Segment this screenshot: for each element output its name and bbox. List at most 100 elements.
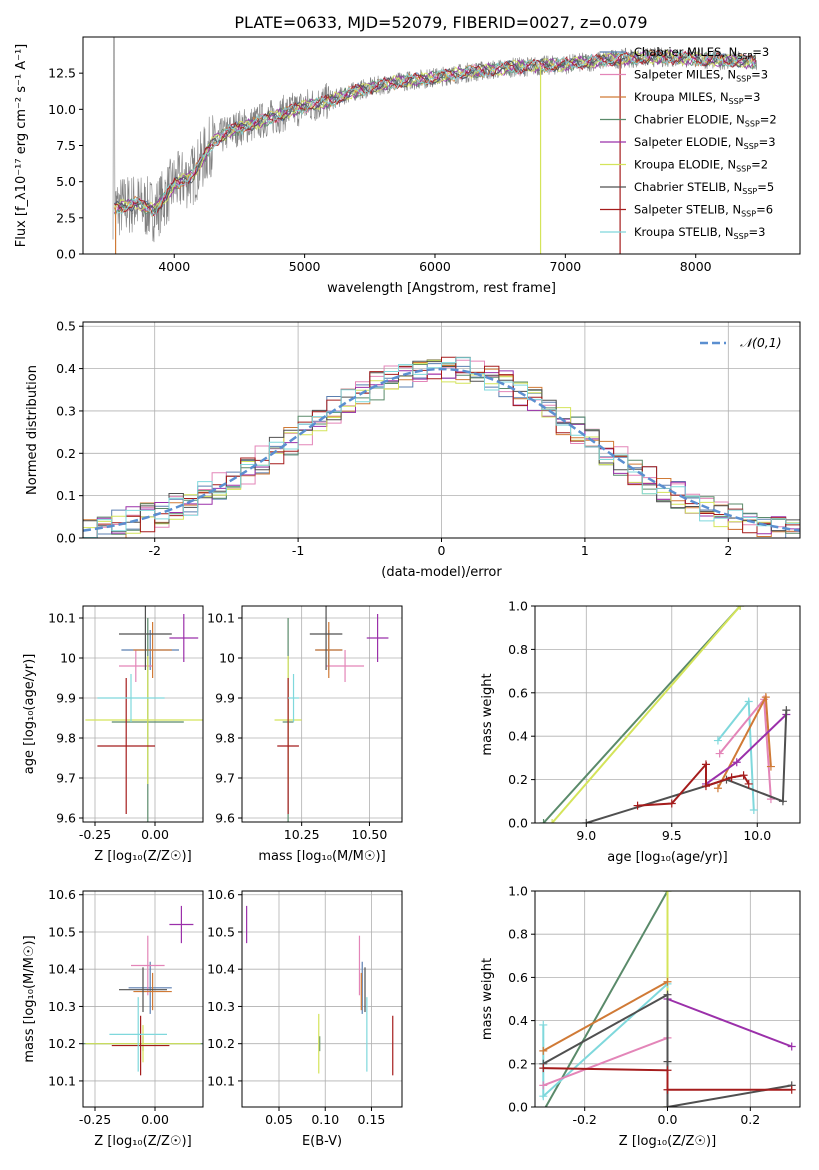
- weight-line: [705, 713, 787, 785]
- axes-frame: [82, 890, 204, 1108]
- y-tick-label: 10.0: [48, 102, 76, 117]
- legend-subscript: SSP: [736, 75, 751, 84]
- legend-value: =3: [749, 225, 766, 239]
- x-tick-label: -0.25: [79, 827, 111, 842]
- legend-label: Kroupa STELIB, NSSP=3: [634, 225, 765, 241]
- x-tick-label: 0.05: [265, 1112, 293, 1127]
- legend-subscript: SSP: [745, 120, 760, 129]
- x-tick-label: -2: [148, 543, 160, 558]
- model-spectrum: [113, 49, 757, 216]
- y-tick-label: 0.0: [56, 247, 76, 262]
- legend-label: Chabrier MILES, NSSP=3: [634, 45, 769, 61]
- y-tick-label: 9.6: [215, 811, 235, 826]
- x-axis-label: Z [log₁₀(Z/Z☉)]: [94, 1134, 191, 1149]
- weight-marker: [787, 1042, 796, 1051]
- x-tick-label: 9.0: [576, 828, 596, 843]
- weight-marker: [749, 805, 758, 814]
- legend-subscript: SSP: [729, 97, 744, 106]
- weight-marker: [582, 819, 591, 823]
- axes-frame: [82, 36, 801, 255]
- y-tick-label: 10.1: [207, 1073, 235, 1088]
- y-tick-label: 0.2: [508, 772, 528, 787]
- panel-mass-age: 10.25 10.50 9.6 9.7 9.8 9.9 10 10.1 mass [log₁₀(…: [207, 605, 403, 864]
- y-tick-label: 10.5: [207, 924, 235, 939]
- legend-value: =3: [744, 90, 761, 104]
- gaussian-reference: [83, 367, 800, 532]
- weight-line: [542, 606, 741, 823]
- y-tick-label: 10.6: [48, 887, 76, 902]
- legend-label: Chabrier STELIB, NSSP=5: [634, 180, 774, 196]
- panel-z-mass: -0.25 0.00 10.1 10.2 10.3 10.4 10.5 10.6 Z [log₁…: [22, 887, 204, 1149]
- y-tick-label: 0.0: [508, 1100, 528, 1115]
- legend-subscript: SSP: [736, 165, 751, 174]
- legend-value: =3: [752, 45, 769, 59]
- x-tick-label: 9.5: [662, 828, 682, 843]
- legend-label: Kroupa MILES, NSSP=3: [634, 90, 760, 106]
- y-tick-label: 9.9: [215, 691, 235, 706]
- weight-line: [717, 693, 772, 789]
- y-tick-label: 10.3: [207, 999, 235, 1014]
- x-tick-label: 0.2: [740, 1112, 760, 1127]
- weight-marker: [539, 1092, 548, 1101]
- plot-area: [539, 891, 796, 1107]
- legend-value: =2: [751, 158, 768, 172]
- x-axis-label: Z [log₁₀(Z/Z☉)]: [619, 1134, 716, 1149]
- weight-line: [542, 980, 668, 1052]
- figure-title: PLATE=0633, MJD=52079, FIBERID=0027, z=0…: [234, 13, 647, 32]
- legend-label: Salpeter STELIB, NSSP=6: [634, 203, 773, 219]
- weight-line: [667, 998, 793, 1048]
- y-tick-label: 2.5: [56, 210, 76, 225]
- axes-frame: [241, 890, 403, 1108]
- panel-z-weight: -0.2 0.0 0.2 0.0 0.2 0.4 0.6 0.8 1.0 Z [log₁₀(Z/Z…: [480, 884, 801, 1149]
- x-tick-label: -0.2: [572, 1112, 596, 1127]
- legend-value: =3: [759, 135, 776, 149]
- y-tick-label: 0.8: [508, 642, 528, 657]
- weight-line: [544, 891, 669, 1107]
- weight-marker: [778, 797, 787, 806]
- x-tick-label: 0.00: [141, 827, 169, 842]
- model-spectrum: [114, 49, 757, 217]
- x-tick-label: -0.25: [79, 1112, 111, 1127]
- weight-marker: [663, 1066, 672, 1075]
- axes-frame: [534, 890, 801, 1108]
- weight-marker: [782, 706, 791, 715]
- weight-marker: [727, 773, 736, 782]
- x-tick-label: 0.10: [311, 1112, 339, 1127]
- axes-frame: [241, 605, 403, 823]
- y-axis-label: mass weight: [480, 958, 495, 1040]
- legend-label: Salpeter MILES, NSSP=3: [634, 68, 768, 84]
- weight-line: [542, 1036, 668, 1087]
- weight-marker: [539, 1046, 548, 1055]
- y-tick-label: 10.2: [207, 1036, 235, 1051]
- weight-line: [637, 761, 750, 807]
- weight-marker: [539, 1020, 548, 1029]
- y-axis-label: Flux [f_λ10⁻¹⁷ erg cm⁻² s⁻¹ A⁻¹]: [14, 44, 29, 248]
- y-tick-label: 0.5: [56, 319, 76, 334]
- y-tick-label: 10.5: [48, 924, 76, 939]
- y-tick-label: 1.0: [508, 884, 528, 899]
- plot-area: [246, 905, 394, 1076]
- y-axis-label: age [log₁₀(age/yr)]: [22, 654, 37, 775]
- plot-area: [274, 606, 389, 822]
- legend-value: =3: [751, 68, 768, 82]
- weight-marker: [744, 697, 753, 706]
- x-tick-label: 8000: [680, 259, 712, 274]
- plot-area: [83, 905, 203, 1076]
- weight-marker: [663, 1103, 672, 1107]
- plot-area: [539, 606, 791, 823]
- y-tick-label: 9.6: [56, 811, 76, 826]
- y-tick-label: 12.5: [48, 66, 76, 81]
- x-tick-label: 4000: [158, 259, 190, 274]
- y-tick-label: 0.2: [508, 1056, 528, 1071]
- weight-marker: [761, 693, 770, 702]
- weight-marker: [701, 782, 710, 791]
- y-tick-label: 9.7: [56, 771, 76, 786]
- weight-marker: [663, 977, 672, 986]
- x-tick-label: 2: [724, 543, 732, 558]
- legend-subscript: SSP: [742, 187, 757, 196]
- y-tick-label: 10.2: [48, 1036, 76, 1051]
- x-tick-label: 0: [438, 543, 446, 558]
- weight-marker: [539, 1081, 548, 1090]
- legend-label: Salpeter ELODIE, NSSP=3: [634, 135, 776, 151]
- weight-marker: [663, 990, 672, 999]
